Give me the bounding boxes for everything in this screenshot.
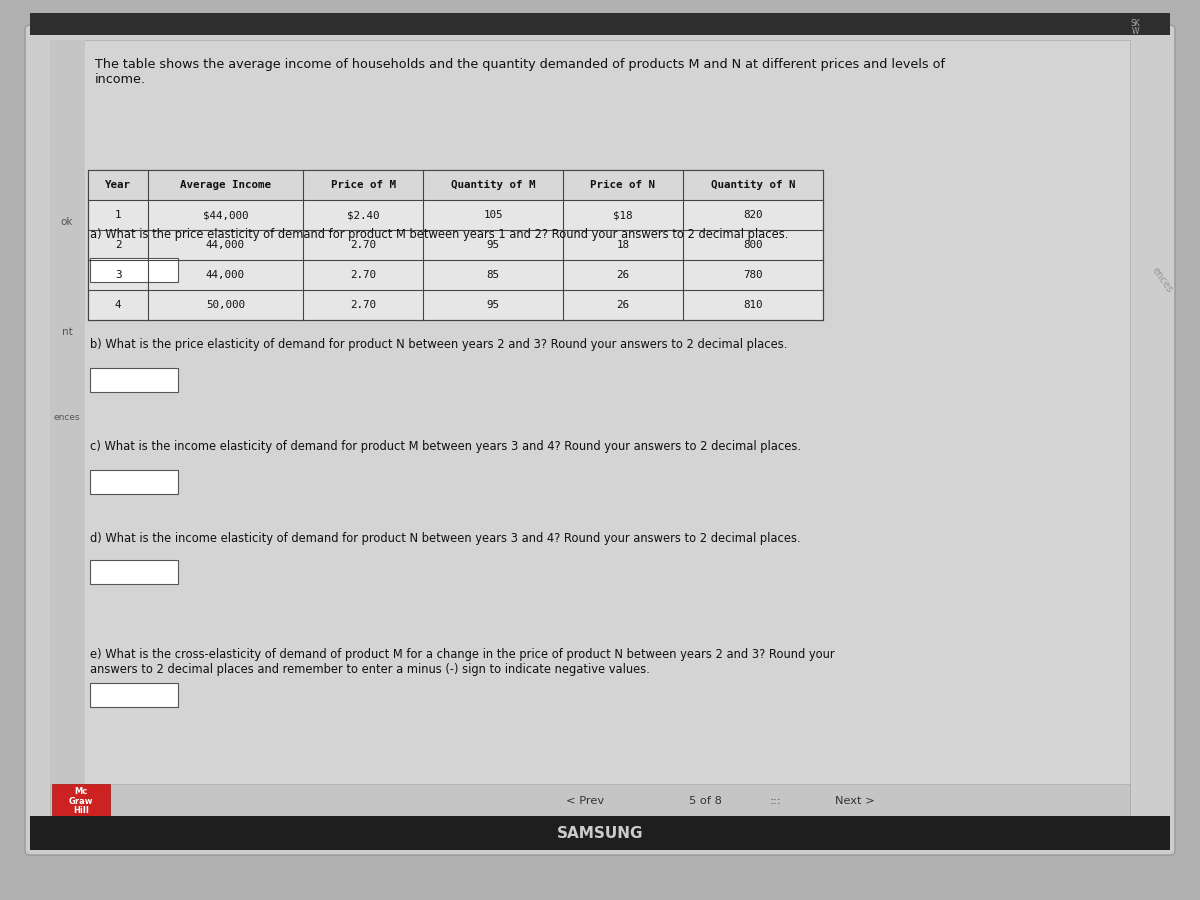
Bar [90,683,178,707]
Text: 95: 95 [486,240,499,250]
Text: 26: 26 [617,270,630,280]
Text: Quantity of N: Quantity of N [710,180,796,190]
Bar [90,258,178,282]
Text: Year: Year [106,180,131,190]
Text: 820: 820 [743,210,763,220]
Text: Price of M: Price of M [330,180,396,190]
Text: :::: ::: [769,796,781,806]
Text: $2.40: $2.40 [347,210,379,220]
Text: 2.70: 2.70 [350,240,376,250]
Bar [52,784,110,818]
Text: 2.70: 2.70 [350,300,376,310]
Text: Quantity of M: Quantity of M [451,180,535,190]
Text: 4: 4 [115,300,121,310]
Text: b) What is the price elasticity of demand for product N between years 2 and 3? R: b) What is the price elasticity of deman… [90,338,787,351]
Bar [90,368,178,392]
Text: d) What is the income elasticity of demand for product N between years 3 and 4? : d) What is the income elasticity of dema… [90,532,800,545]
Text: 26: 26 [617,300,630,310]
FancyBboxPatch shape [25,25,1175,855]
Text: 780: 780 [743,270,763,280]
Text: Price of N: Price of N [590,180,655,190]
Text: 95: 95 [486,300,499,310]
Text: ences: ences [1150,266,1175,294]
Bar [30,816,1170,850]
Bar [50,784,1130,820]
Text: < Prev: < Prev [566,796,604,806]
Text: a) What is the price elasticity of demand for product M between years 1 and 2? R: a) What is the price elasticity of deman… [90,228,788,241]
Bar [90,560,178,584]
Text: 810: 810 [743,300,763,310]
Text: 1: 1 [115,210,121,220]
Bar [90,470,178,494]
Text: 3: 3 [115,270,121,280]
Text: nt: nt [61,327,72,337]
Text: 2.70: 2.70 [350,270,376,280]
Text: W: W [1132,28,1139,37]
Text: 2: 2 [115,240,121,250]
Text: SK: SK [1130,20,1140,29]
Bar [50,40,1130,820]
Text: Next >: Next > [835,796,875,806]
Text: 50,000: 50,000 [206,300,245,310]
Text: SAMSUNG: SAMSUNG [557,825,643,841]
Text: ences: ences [54,413,80,422]
Text: 800: 800 [743,240,763,250]
Text: 44,000: 44,000 [206,240,245,250]
Text: 5 of 8: 5 of 8 [689,796,721,806]
Text: ok: ok [61,217,73,227]
Text: $44,000: $44,000 [203,210,248,220]
Bar [30,13,1170,35]
Bar [88,170,823,200]
Text: 85: 85 [486,270,499,280]
Text: The table shows the average income of households and the quantity demanded of pr: The table shows the average income of ho… [95,58,946,86]
Text: 44,000: 44,000 [206,270,245,280]
Text: 18: 18 [617,240,630,250]
Text: 105: 105 [484,210,503,220]
Text: Mc
Graw
Hill: Mc Graw Hill [68,787,94,815]
Text: e) What is the cross-elasticity of demand of product M for a change in the price: e) What is the cross-elasticity of deman… [90,648,835,676]
Text: Average Income: Average Income [180,180,271,190]
Text: $18: $18 [613,210,632,220]
Bar [88,170,823,320]
Bar [50,40,85,820]
Text: c) What is the income elasticity of demand for product M between years 3 and 4? : c) What is the income elasticity of dema… [90,440,802,453]
